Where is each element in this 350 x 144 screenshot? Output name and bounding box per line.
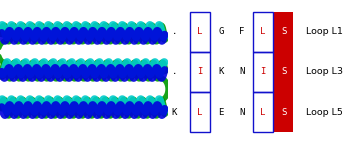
Text: L: L (260, 108, 266, 117)
Text: K: K (172, 108, 177, 117)
FancyBboxPatch shape (274, 92, 293, 132)
Text: S: S (281, 68, 287, 76)
FancyBboxPatch shape (274, 52, 293, 92)
Text: N: N (239, 108, 245, 117)
Text: N: N (239, 68, 245, 76)
Text: L: L (197, 108, 203, 117)
Text: G: G (218, 27, 224, 36)
Text: I: I (260, 68, 266, 76)
Text: S: S (281, 108, 287, 117)
Text: I: I (197, 68, 203, 76)
Text: L: L (260, 27, 266, 36)
Text: E: E (218, 108, 224, 117)
Text: L: L (197, 27, 203, 36)
Text: S: S (281, 27, 287, 36)
Text: Loop L3: Loop L3 (306, 68, 343, 76)
Text: .: . (172, 27, 177, 36)
Text: Loop L1: Loop L1 (306, 27, 343, 36)
FancyBboxPatch shape (274, 12, 293, 52)
Text: F: F (239, 27, 245, 36)
Text: .: . (172, 68, 177, 76)
Text: K: K (218, 68, 224, 76)
Text: Loop L5: Loop L5 (306, 108, 343, 117)
